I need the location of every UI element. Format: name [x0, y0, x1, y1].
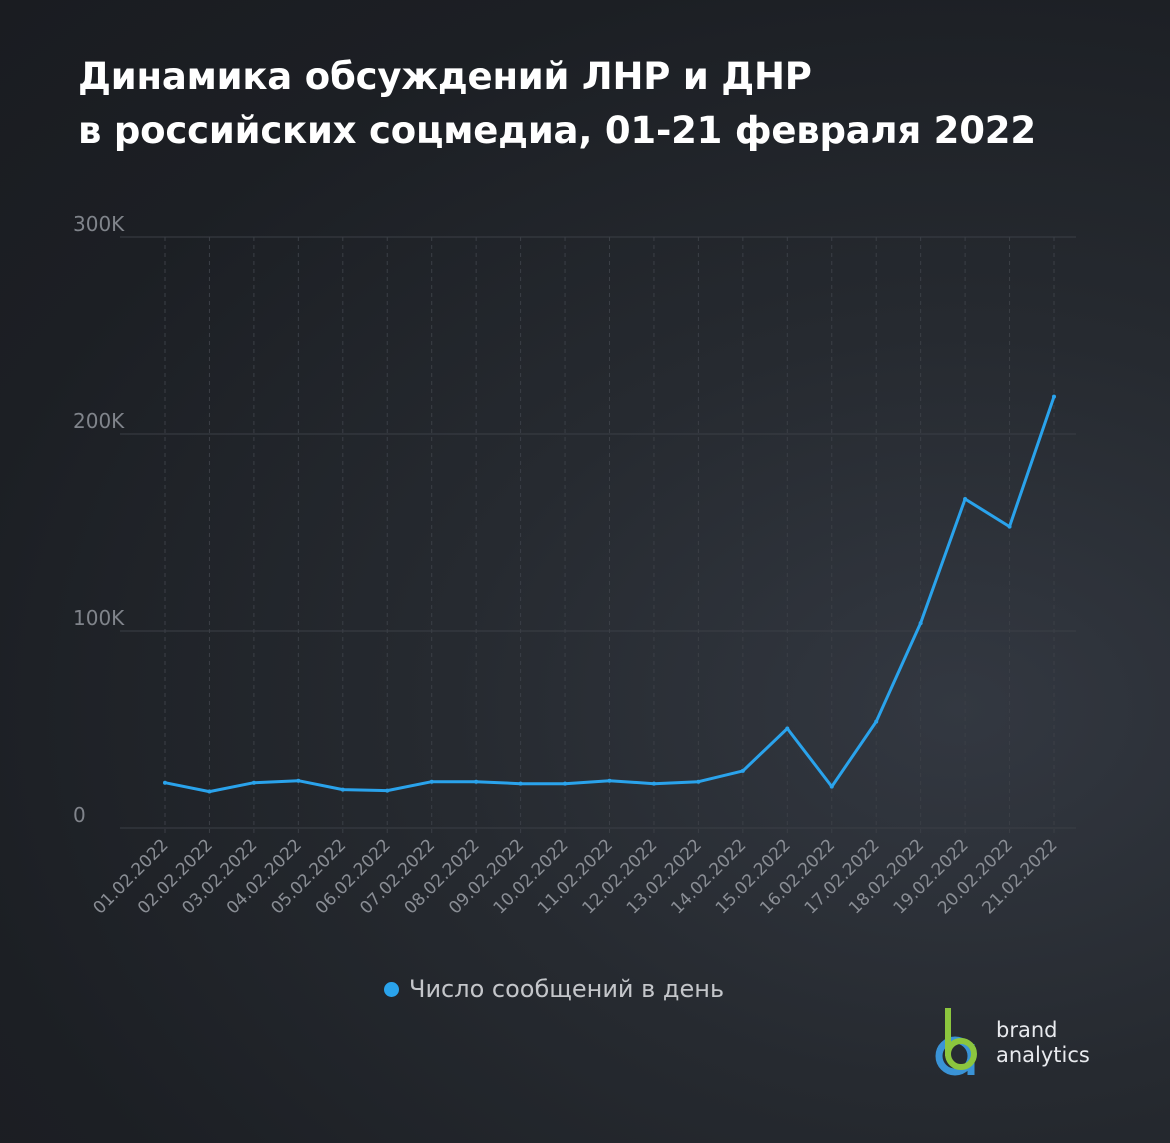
y-tick-label: 0 — [73, 803, 86, 827]
y-tick-label: 200K — [73, 409, 125, 433]
chart-title: Динамика обсуждений ЛНР и ДНР в российск… — [78, 50, 1138, 158]
data-point — [651, 781, 656, 786]
data-point — [874, 719, 879, 724]
data-point — [296, 778, 301, 783]
data-point — [563, 781, 568, 786]
data-point — [340, 787, 345, 792]
chart-title-line-1: Динамика обсуждений ЛНР и ДНР — [78, 55, 812, 98]
series-points — [163, 394, 1056, 794]
y-axis-tick-labels: 0 100K 200K 300K — [73, 212, 125, 827]
chart-title-line-2: в российских соцмедиа, 01-21 февраля 202… — [78, 109, 1036, 152]
brand-logo-line-1: brand — [996, 1018, 1058, 1042]
data-point — [785, 726, 790, 731]
data-point — [385, 788, 390, 793]
brand-logo-text: brand analytics — [996, 1018, 1090, 1068]
data-point — [740, 768, 745, 773]
data-point — [829, 784, 834, 789]
y-tick-label: 300K — [73, 212, 125, 236]
data-point — [207, 789, 212, 794]
data-point — [429, 779, 434, 784]
data-point — [1007, 524, 1012, 529]
x-axis-tick-labels: 01.02.202202.02.202203.02.202204.02.2022… — [90, 835, 1062, 918]
legend: Число сообщений в день — [384, 975, 724, 1003]
brand-logo-icon — [935, 1008, 977, 1076]
brand-logo-line-2: analytics — [996, 1043, 1090, 1067]
data-point — [518, 781, 523, 786]
data-point — [163, 780, 167, 785]
data-point — [963, 497, 968, 502]
data-point — [1052, 394, 1056, 399]
line-chart: 0 100K 200K 300K 01.02.202202.02.202203.02.… — [73, 212, 1076, 918]
data-point — [474, 779, 479, 784]
legend-label: Число сообщений в день — [409, 975, 725, 1003]
brand-logo: brand analytics — [928, 1004, 1090, 1082]
horizontal-gridlines — [120, 236, 1076, 829]
data-point — [251, 780, 256, 785]
data-point — [696, 779, 701, 784]
data-point — [607, 778, 612, 783]
legend-swatch — [384, 981, 399, 997]
vertical-gridlines — [164, 237, 1055, 834]
y-tick-label: 100K — [73, 606, 125, 630]
data-point — [918, 621, 923, 626]
